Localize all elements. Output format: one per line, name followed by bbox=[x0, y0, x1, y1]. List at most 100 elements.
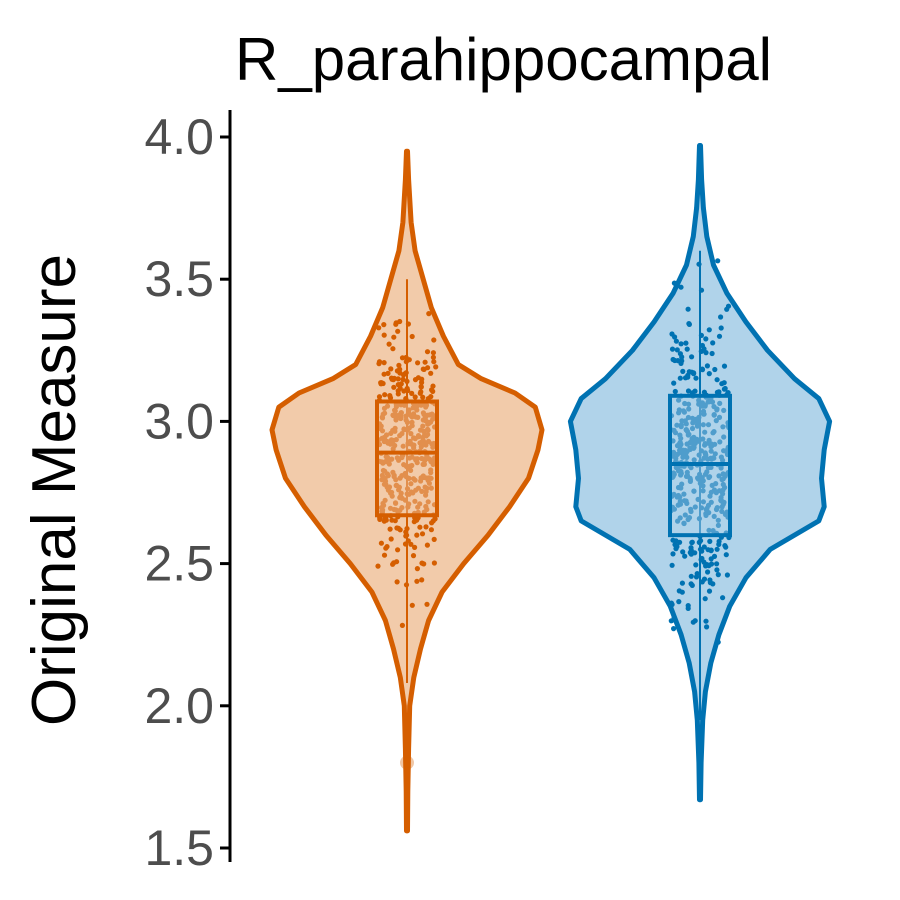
data-point bbox=[393, 500, 399, 506]
data-point bbox=[418, 478, 424, 484]
data-point bbox=[679, 354, 685, 360]
data-point bbox=[414, 566, 420, 572]
data-point bbox=[387, 505, 394, 511]
data-point bbox=[725, 303, 732, 309]
data-point bbox=[721, 386, 728, 392]
data-point bbox=[420, 473, 426, 479]
data-point bbox=[681, 409, 688, 415]
data-point bbox=[424, 349, 431, 355]
data-point bbox=[718, 314, 724, 320]
data-point bbox=[412, 377, 419, 383]
data-point bbox=[381, 552, 388, 558]
data-point bbox=[420, 410, 426, 416]
data-point bbox=[670, 551, 676, 557]
data-point bbox=[707, 474, 713, 480]
data-point bbox=[668, 618, 674, 624]
data-point bbox=[406, 491, 412, 497]
data-point bbox=[409, 414, 415, 420]
data-point bbox=[409, 390, 415, 396]
data-point bbox=[400, 372, 407, 378]
outlier-point bbox=[400, 755, 414, 770]
data-point bbox=[682, 553, 688, 559]
data-point bbox=[694, 423, 701, 429]
data-point bbox=[710, 528, 716, 534]
y-tick-label: 2.0 bbox=[144, 678, 214, 734]
data-point bbox=[718, 454, 725, 460]
data-point bbox=[691, 434, 697, 440]
data-point bbox=[718, 325, 724, 331]
data-point bbox=[678, 284, 684, 290]
data-point bbox=[423, 404, 429, 410]
data-point bbox=[723, 552, 729, 558]
data-point bbox=[700, 436, 706, 442]
data-point bbox=[688, 573, 694, 579]
data-point bbox=[381, 360, 387, 366]
data-point bbox=[672, 618, 679, 624]
data-point bbox=[720, 481, 726, 488]
data-point bbox=[393, 413, 399, 419]
data-point bbox=[399, 505, 405, 511]
data-point bbox=[715, 258, 721, 264]
data-point bbox=[676, 397, 682, 403]
data-point bbox=[376, 325, 382, 331]
data-point bbox=[381, 371, 387, 377]
data-point bbox=[403, 413, 409, 419]
data-point bbox=[691, 371, 697, 377]
data-point bbox=[671, 280, 678, 286]
data-point bbox=[685, 414, 692, 421]
data-point bbox=[419, 379, 425, 386]
data-point bbox=[700, 499, 707, 505]
data-point bbox=[690, 420, 696, 426]
data-point bbox=[674, 422, 680, 428]
data-point bbox=[709, 350, 715, 357]
data-point bbox=[375, 563, 381, 569]
data-point bbox=[678, 341, 684, 347]
data-point bbox=[379, 472, 385, 479]
data-point bbox=[716, 389, 722, 395]
data-point bbox=[381, 332, 387, 338]
data-point bbox=[425, 477, 431, 483]
data-point bbox=[391, 560, 397, 566]
data-point bbox=[426, 311, 432, 317]
data-point bbox=[425, 499, 431, 505]
data-point bbox=[384, 403, 391, 409]
data-point bbox=[398, 402, 404, 408]
data-point bbox=[410, 553, 417, 559]
data-point bbox=[684, 428, 691, 434]
data-point bbox=[671, 491, 677, 497]
data-point bbox=[706, 588, 713, 594]
data-point bbox=[688, 581, 694, 587]
data-point bbox=[395, 388, 401, 394]
data-point bbox=[705, 465, 712, 471]
data-point bbox=[708, 548, 714, 554]
data-point bbox=[713, 418, 719, 424]
data-point bbox=[421, 456, 427, 463]
data-point bbox=[695, 496, 701, 502]
data-point bbox=[430, 350, 436, 356]
data-point bbox=[422, 484, 428, 490]
data-point bbox=[676, 599, 682, 605]
data-point bbox=[677, 494, 683, 500]
data-point bbox=[718, 465, 724, 471]
data-point bbox=[377, 516, 383, 523]
data-point bbox=[404, 486, 411, 492]
data-point bbox=[393, 437, 399, 443]
data-point bbox=[673, 464, 679, 471]
data-point bbox=[701, 544, 707, 550]
data-point bbox=[705, 456, 711, 462]
data-point bbox=[379, 414, 385, 420]
data-point bbox=[704, 363, 711, 369]
data-point bbox=[417, 501, 423, 507]
data-point bbox=[420, 461, 426, 467]
data-point bbox=[669, 562, 675, 568]
data-point bbox=[428, 370, 434, 376]
data-point bbox=[683, 421, 689, 427]
data-point bbox=[379, 477, 385, 483]
data-point bbox=[382, 516, 388, 522]
data-point bbox=[394, 579, 400, 585]
data-point bbox=[696, 438, 702, 444]
data-point bbox=[404, 419, 410, 425]
data-point bbox=[411, 476, 417, 482]
data-point bbox=[391, 334, 397, 340]
data-point bbox=[414, 578, 420, 584]
